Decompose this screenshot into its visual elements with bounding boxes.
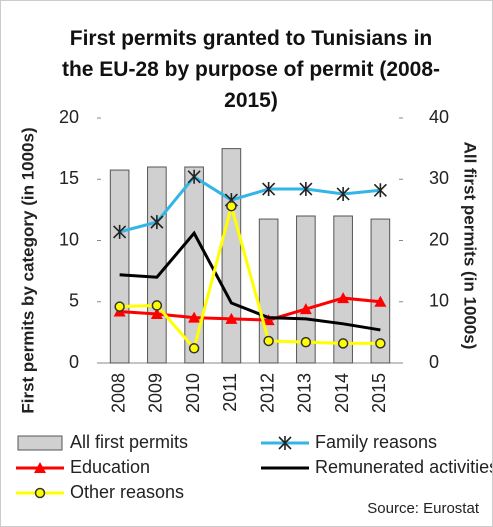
legend-label: Remunerated activities <box>315 457 492 477</box>
legend-label: Other reasons <box>70 482 184 502</box>
bar <box>333 215 353 364</box>
line <box>119 200 381 352</box>
x-tick-label: 2011 <box>220 373 240 412</box>
bar <box>370 218 391 364</box>
marker <box>188 343 200 354</box>
marker <box>225 312 238 324</box>
x-tick-label: 2010 <box>183 373 203 413</box>
bar <box>147 166 167 364</box>
marker <box>336 186 350 201</box>
legend-marker <box>34 487 46 499</box>
legend-label: Education <box>70 457 150 477</box>
bar <box>296 215 316 364</box>
marker <box>150 215 164 230</box>
marker <box>373 183 387 198</box>
marker <box>337 292 350 304</box>
marker <box>188 311 201 323</box>
marker <box>262 314 275 326</box>
line <box>119 174 381 234</box>
marker <box>113 224 127 239</box>
marker <box>226 200 237 212</box>
x-tick-label: 2014 <box>332 373 352 413</box>
marker <box>300 336 312 348</box>
x-tick-label: 2012 <box>257 373 277 413</box>
y-tick-label: 5 <box>69 291 79 311</box>
marker <box>114 301 125 312</box>
y2-tick-label: 0 <box>429 352 439 372</box>
source: Source: Eurostat <box>367 500 480 517</box>
y2-tick-label: 30 <box>429 168 449 188</box>
line <box>119 230 381 332</box>
x-tick-label: 2009 <box>146 373 166 413</box>
marker <box>151 300 163 311</box>
marker <box>299 182 313 197</box>
x-tick-label: 2013 <box>295 373 315 413</box>
marker <box>337 338 349 349</box>
legend-marker <box>278 436 292 450</box>
y2-tick-label: 20 <box>429 229 449 249</box>
y-tick-label: 10 <box>59 229 79 249</box>
legend-label: All first permits <box>70 432 188 452</box>
y2-tick-label: 10 <box>429 291 449 311</box>
legend-swatch <box>17 435 63 451</box>
marker <box>150 308 163 319</box>
x-tick-label: 2015 <box>369 373 389 413</box>
marker <box>374 295 387 307</box>
y-axis-label: First permits by category (in 1000s) <box>18 127 37 413</box>
y-tick-label: 20 <box>59 107 79 127</box>
bar <box>221 148 242 364</box>
legend-label: Family reasons <box>315 432 437 452</box>
x-tick-label: 2008 <box>108 373 128 413</box>
y2-tick-label: 40 <box>429 107 449 127</box>
y-tick-label: 15 <box>59 168 79 188</box>
legend-marker <box>34 462 46 473</box>
marker <box>299 303 312 315</box>
chart-title: First permits granted to Tunisians in th… <box>61 27 441 112</box>
marker <box>375 338 386 349</box>
bar <box>109 169 130 364</box>
marker <box>262 182 276 197</box>
marker <box>263 335 274 347</box>
y2-axis-label: All first permits (in 1000s) <box>461 142 480 350</box>
y-tick-label: 0 <box>69 352 79 372</box>
marker <box>187 169 201 184</box>
bar <box>184 166 204 364</box>
